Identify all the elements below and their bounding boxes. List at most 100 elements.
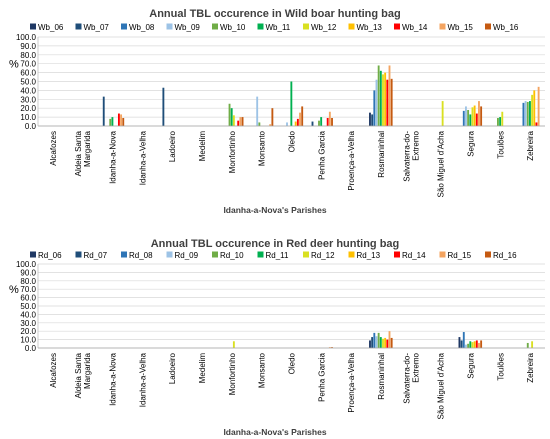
legend-label: Rd_07 <box>84 251 108 260</box>
x-tick-label: Penha Garcia <box>317 352 326 401</box>
x-tick-label: Oledo <box>288 352 297 374</box>
bar <box>384 72 387 126</box>
legend-item: Rd_13 <box>348 251 381 260</box>
bar <box>328 347 331 348</box>
bar <box>537 86 540 126</box>
legend-label: Rd_14 <box>402 251 426 260</box>
chart-title: Annual TBL occurence in Red deer hunting… <box>151 238 400 250</box>
legend-label: Wb_12 <box>311 23 337 32</box>
bar <box>469 114 472 126</box>
x-tick-label: Monsanto <box>258 352 267 388</box>
legend-swatch <box>257 23 264 30</box>
bar <box>290 81 293 126</box>
y-tick-label: 100.0 <box>16 260 37 269</box>
bar <box>384 337 387 348</box>
bar <box>373 332 376 348</box>
bar <box>458 337 461 348</box>
bar <box>465 344 467 348</box>
legend-label: Rd_06 <box>38 251 62 260</box>
legend-swatch <box>30 251 36 258</box>
legend-label: Rd_16 <box>493 251 517 260</box>
y-tick-label: 10.0 <box>20 336 36 345</box>
bar <box>471 342 474 348</box>
y-tick-label: 10.0 <box>20 113 36 122</box>
x-tick-label: Toulões <box>496 353 505 381</box>
legend-item: Rd_06 <box>30 251 62 260</box>
y-tick-label: 90.0 <box>20 268 36 277</box>
legend-item: Rd_14 <box>394 251 426 260</box>
legend-label: Rd_15 <box>448 251 472 260</box>
legend-item: Wb_11 <box>257 23 291 32</box>
x-tick-label: Idanha-a-Nova <box>109 130 118 183</box>
bar <box>326 117 329 126</box>
bar <box>460 340 463 348</box>
legend-label: Wb_15 <box>448 23 474 32</box>
bar <box>122 117 125 126</box>
x-tick-label: Monsanto <box>258 130 267 166</box>
legend-swatch <box>30 23 36 30</box>
x-tick-label: Proença-a-Velha <box>347 352 356 412</box>
legend-label: Wb_13 <box>357 23 383 32</box>
legend-item: Wb_07 <box>75 23 110 32</box>
bar <box>480 106 483 126</box>
legend-item: Rd_15 <box>439 251 472 260</box>
y-tick-label: 90.0 <box>20 42 36 51</box>
bar <box>371 337 374 348</box>
bar <box>228 103 231 126</box>
bar <box>311 121 314 126</box>
x-tick-label: Monfortinho <box>228 352 237 395</box>
x-tick-label: Rosmaninhal <box>377 353 386 400</box>
legend-item: Rd_10 <box>212 251 244 260</box>
y-tick-label: 40.0 <box>20 86 36 95</box>
y-axis-title: % <box>9 284 19 296</box>
bar <box>526 101 529 126</box>
y-tick-label: 60.0 <box>20 69 36 78</box>
bar <box>373 90 376 126</box>
bar <box>441 101 444 126</box>
y-tick-label: 30.0 <box>20 95 36 104</box>
bar <box>232 341 235 348</box>
x-tick-label: São Miguel d'Acha <box>437 352 446 419</box>
bar <box>162 87 165 126</box>
legend-item: Wb_12 <box>303 23 337 32</box>
legend-item: Rd_11 <box>257 251 289 260</box>
bar <box>390 337 393 348</box>
bar <box>369 340 371 348</box>
legend-label: Rd_12 <box>311 251 335 260</box>
x-tick-label: Extremo <box>411 352 420 382</box>
bar <box>377 332 380 348</box>
bar <box>120 114 123 126</box>
x-tick-label: Margarida <box>83 352 92 389</box>
bar <box>388 331 391 348</box>
legend-item: Wb_08 <box>121 23 155 32</box>
bar <box>475 340 478 348</box>
x-tick-label: Alcafozes <box>49 131 58 166</box>
legend-label: Wb_07 <box>84 23 110 32</box>
x-tick-label: Segura <box>466 130 475 156</box>
legend-item: Wb_14 <box>394 23 428 32</box>
y-tick-label: 80.0 <box>20 277 36 286</box>
bar <box>375 79 378 126</box>
bar <box>109 118 112 126</box>
legend-swatch <box>75 23 82 30</box>
legend-item: Wb_13 <box>348 23 383 32</box>
legend-item: Wb_10 <box>212 23 246 32</box>
bar <box>478 101 480 126</box>
bar <box>531 341 534 348</box>
y-tick-label: 50.0 <box>20 302 36 311</box>
bar <box>480 340 483 348</box>
legend-swatch <box>166 251 173 258</box>
y-tick-label: 40.0 <box>20 310 36 319</box>
bar <box>529 101 531 126</box>
legend-item: Rd_08 <box>121 251 153 260</box>
bar <box>369 112 371 126</box>
legend-swatch <box>121 23 127 30</box>
x-tick-label: Toulões <box>496 131 505 159</box>
legend-item: Wb_15 <box>439 23 474 32</box>
x-tick-label: Alcafozes <box>49 353 58 388</box>
legend-swatch <box>121 251 127 258</box>
x-axis-title: Idanha-a-Nova's Parishes <box>223 205 326 215</box>
bar <box>471 107 474 126</box>
legend-swatch <box>485 23 491 30</box>
